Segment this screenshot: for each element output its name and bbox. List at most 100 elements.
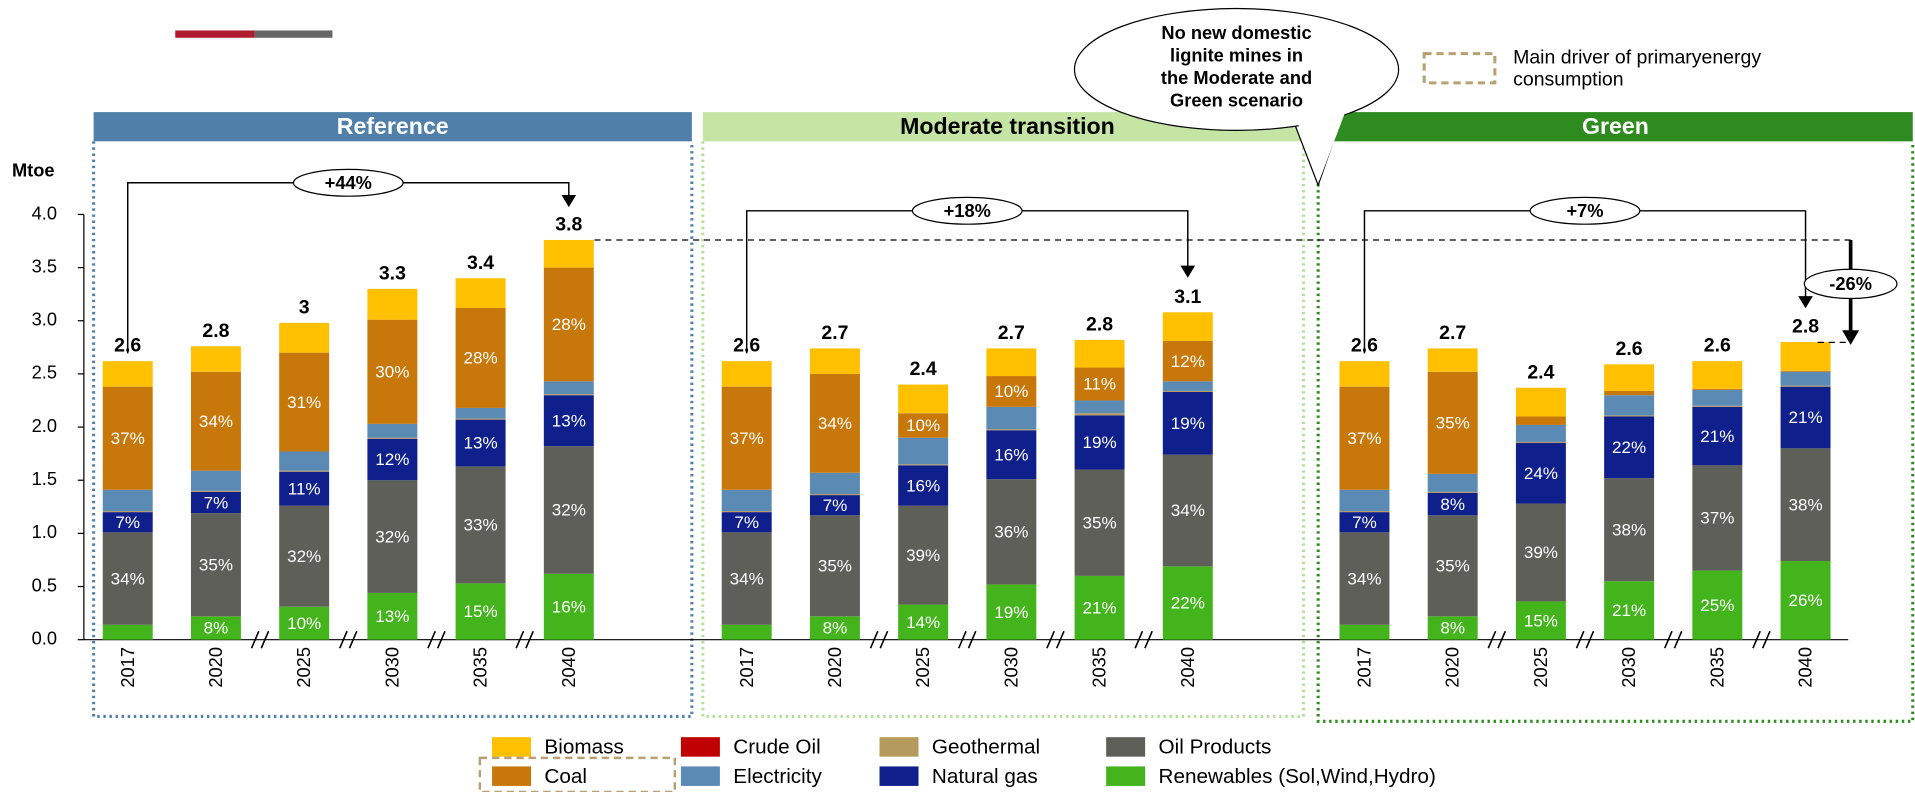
share-label: 30% — [375, 363, 409, 382]
bar-segment — [809, 373, 860, 473]
panel-title: Reference — [337, 113, 449, 139]
share-label: 13% — [552, 411, 586, 430]
bar-segment — [1515, 601, 1566, 640]
bar-segment — [455, 407, 506, 419]
bar-segment — [721, 512, 772, 533]
bar-segment — [898, 413, 949, 438]
share-label: 7% — [204, 493, 229, 512]
x-tick-label: 2030 — [1618, 647, 1639, 688]
bar-segment — [1604, 581, 1655, 640]
total-label: 3 — [299, 296, 310, 318]
bar-segment — [1162, 454, 1213, 567]
axis-break — [515, 630, 534, 649]
total-label: 2.8 — [202, 320, 229, 342]
share-label: 38% — [1788, 495, 1822, 514]
bar-segment — [367, 423, 418, 438]
share-label: 7% — [734, 513, 759, 532]
total-label: 2.8 — [1792, 316, 1819, 338]
share-label: 28% — [552, 315, 586, 334]
bar-segment — [898, 464, 949, 466]
axis-break — [1134, 630, 1153, 649]
bar-segment — [367, 438, 418, 481]
legend-swatch — [492, 766, 532, 786]
x-tick-label: 2020 — [205, 647, 226, 688]
share-label: 28% — [464, 349, 498, 368]
share-label: 10% — [994, 382, 1028, 401]
share-label: 11% — [288, 479, 321, 498]
bar-segment — [1074, 469, 1125, 576]
bar-segment — [1692, 465, 1743, 571]
share-label: 12% — [1171, 352, 1205, 371]
legend-label: Crude Oil — [733, 736, 820, 759]
change-bubble — [911, 196, 1023, 225]
legend-swatch — [1106, 766, 1146, 786]
bar-segment — [1074, 339, 1125, 368]
total-label: 2.8 — [1086, 313, 1113, 335]
total-label: 3.1 — [1174, 286, 1201, 308]
y-tick-label: 1.5 — [32, 468, 57, 489]
total-label: 2.4 — [910, 358, 937, 380]
share-label: 35% — [1083, 513, 1117, 532]
y-tick-label: 2.0 — [32, 415, 57, 436]
share-label: 10% — [287, 614, 321, 633]
bar-segment — [367, 319, 418, 424]
bar-segment — [543, 381, 594, 395]
bar-segment — [986, 584, 1037, 640]
share-label: 22% — [1171, 594, 1205, 613]
bar-segment — [809, 515, 860, 617]
x-tick-label: 2040 — [558, 647, 579, 688]
bar-segment — [1515, 503, 1566, 602]
x-tick-label: 2030 — [1000, 647, 1021, 688]
bar-segment — [809, 494, 860, 496]
bar-segment — [898, 465, 949, 506]
y-tick-label: 0.5 — [32, 574, 57, 595]
total-label: 3.8 — [555, 213, 582, 235]
change-label: +44% — [325, 172, 372, 193]
bar-segment — [1162, 381, 1213, 391]
x-tick-label: 2040 — [1795, 647, 1816, 688]
y-tick-label: 2.5 — [32, 362, 57, 383]
share-label: 10% — [906, 416, 940, 435]
share-label: 7% — [823, 496, 848, 515]
arrow-head — [1180, 265, 1196, 278]
bar-segment — [190, 470, 241, 491]
share-label: 14% — [906, 613, 940, 632]
bar-segment — [1692, 388, 1743, 390]
bar-segment — [1162, 312, 1213, 341]
legend-swatch — [1106, 737, 1146, 757]
bar-segment — [721, 624, 772, 640]
share-label: 34% — [199, 412, 233, 431]
x-tick-label: 2017 — [117, 647, 138, 688]
callout-text: lignite mines in — [1170, 44, 1303, 65]
legend-swatch — [680, 766, 720, 786]
bar-segment — [1604, 478, 1655, 582]
x-tick-label: 2025 — [293, 647, 314, 688]
bar-segment — [543, 395, 594, 447]
bar-segment — [1427, 616, 1478, 640]
axis-break — [250, 630, 270, 649]
bar-segment — [1162, 340, 1213, 382]
bar-segment — [367, 437, 418, 439]
share-label: 12% — [375, 450, 409, 469]
bar-segment — [721, 532, 772, 625]
change-bubble — [292, 168, 404, 197]
bar-segment — [986, 376, 1037, 407]
bar-segment — [1339, 532, 1390, 625]
bar-segment — [367, 592, 418, 640]
legend-label: Biomass — [544, 736, 623, 759]
share-label: 39% — [1524, 543, 1558, 562]
legend-label: Coal — [544, 765, 587, 788]
share-label: 38% — [1612, 520, 1646, 539]
bar-segment — [809, 348, 860, 374]
change-label: +7% — [1566, 200, 1603, 221]
share-label: 8% — [1440, 495, 1465, 514]
share-label: 19% — [994, 603, 1028, 622]
total-label: 3.3 — [379, 262, 406, 284]
bar-segment — [367, 480, 418, 593]
panel-frame — [1316, 141, 1915, 723]
bar-segment — [455, 466, 506, 584]
share-label: 8% — [204, 619, 229, 638]
panel-frame — [92, 141, 694, 718]
panel-header — [1318, 112, 1913, 142]
bar-segment — [1515, 441, 1566, 444]
